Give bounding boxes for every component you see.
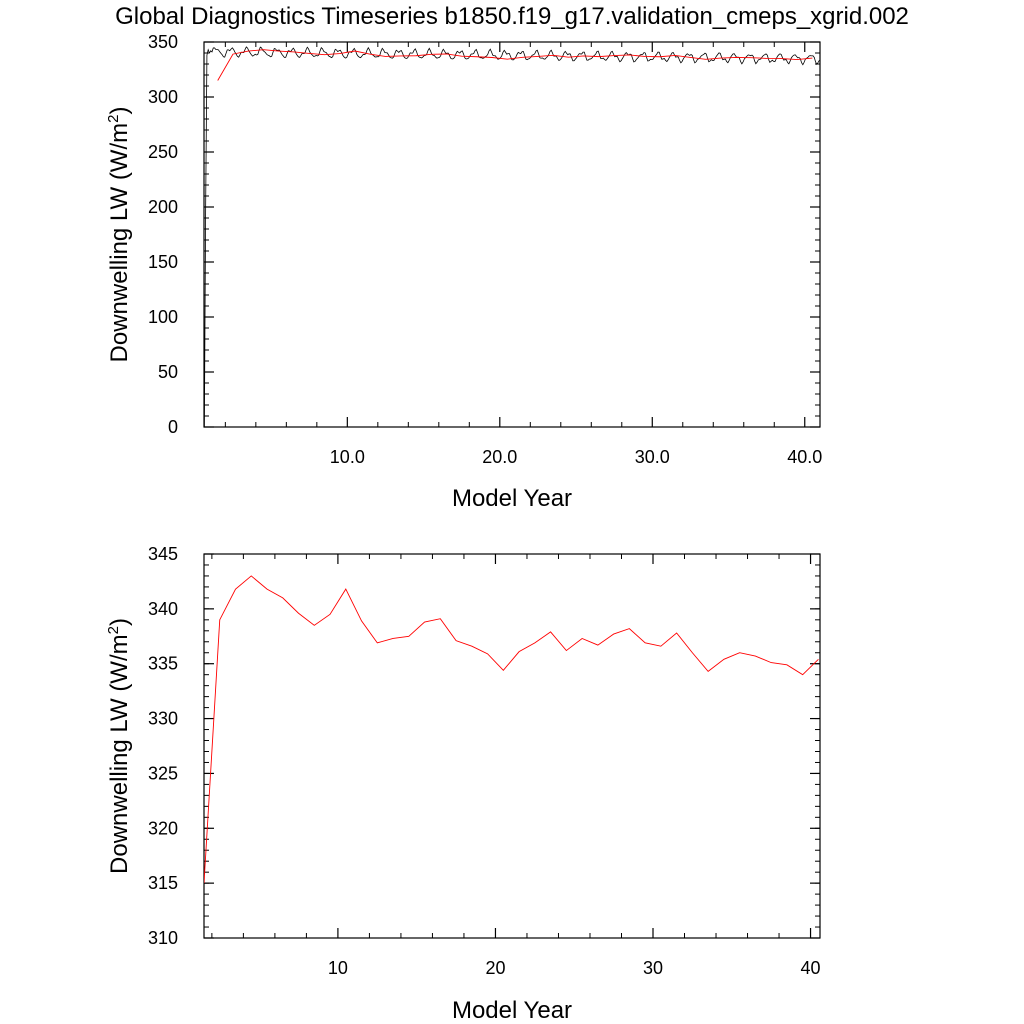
y-tick-label: 330: [148, 709, 178, 729]
y-axis-label: Downwelling LW (W/m2): [105, 107, 133, 363]
x-tick-label: 20: [485, 958, 505, 978]
page-title: Global Diagnostics Timeseries b1850.f19_…: [115, 3, 909, 30]
x-tick-label: 30.0: [635, 447, 670, 467]
series-line-annual: [217, 49, 813, 81]
series-line-annual: [204, 575, 819, 884]
y-axis-label: Downwelling LW (W/m2): [105, 618, 133, 874]
plot-frame: [203, 553, 821, 939]
y-tick-label: 335: [148, 654, 178, 674]
x-axis-label: Model Year: [452, 485, 572, 512]
y-tick-label: 50: [158, 362, 178, 382]
y-tick-label: 315: [148, 873, 178, 893]
y-tick-label: 300: [148, 87, 178, 107]
x-tick-label: 10: [328, 958, 348, 978]
y-tick-label: 100: [148, 307, 178, 327]
plot-frame: [203, 41, 821, 428]
x-tick-label: 20.0: [482, 447, 517, 467]
x-axis-label: Model Year: [452, 997, 572, 1024]
x-tick-label: 30: [643, 958, 663, 978]
y-tick-label: 325: [148, 763, 178, 783]
y-tick-label: 0: [168, 417, 178, 437]
y-tick-label: 310: [148, 928, 178, 948]
x-tick-label: 10.0: [330, 447, 365, 467]
series-line-monthly: [204, 46, 820, 427]
x-tick-label: 40.0: [787, 447, 822, 467]
y-tick-label: 200: [148, 197, 178, 217]
chart-panel-2: 10 20 30 40 310 315 320 325 330 335 340 345 Model Ye…: [105, 544, 821, 1024]
x-tick-label: 40: [801, 958, 821, 978]
y-tick-label: 150: [148, 252, 178, 272]
y-tick-label: 345: [148, 544, 178, 564]
y-tick-label: 350: [148, 32, 178, 52]
y-tick-label: 250: [148, 142, 178, 162]
y-tick-label: 340: [148, 599, 178, 619]
chart-panel-1: 10.0 20.0 30.0 40.0 0 50 100 150 200 250 300 350 Mod…: [105, 32, 822, 512]
y-tick-label: 320: [148, 818, 178, 838]
